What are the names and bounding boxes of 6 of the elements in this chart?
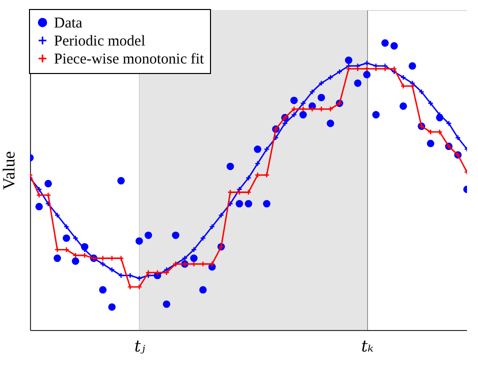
legend-label: Periodic model [54, 34, 146, 50]
x-tick-label: tⱼ [134, 336, 146, 356]
y-axis-title: Value [0, 151, 18, 190]
x-tick-label: tₖ [361, 336, 374, 356]
legend-label: Piece-wise monotonic fit [54, 52, 205, 68]
legend-label: Data [54, 16, 83, 32]
